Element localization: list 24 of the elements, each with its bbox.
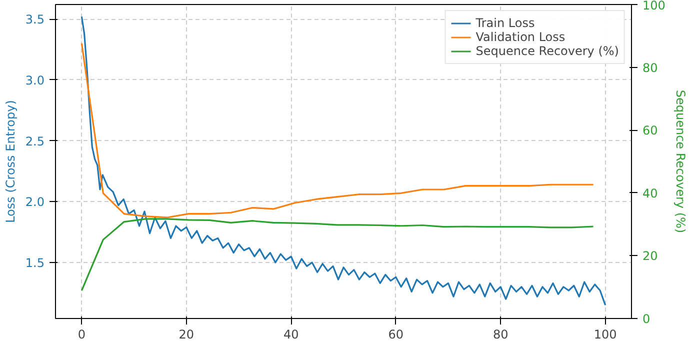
y2-axis-title: Sequence Recovery (%) (673, 90, 688, 234)
y-tick-label: 3.0 (25, 73, 45, 88)
x-tick-label: 40 (284, 328, 299, 341)
y2-tick-label: 20 (642, 249, 658, 264)
line-series (80, 42, 594, 218)
y2-tick-label: 40 (642, 186, 658, 200)
legend-label: Train Loss (476, 16, 535, 30)
x-tick-label: 80 (492, 328, 508, 341)
y-tick-label: 2.5 (25, 134, 45, 148)
y2-tick-label: 60 (642, 124, 658, 138)
x-tick-label: 20 (178, 328, 194, 341)
y-axis-title: Loss (Cross Entropy) (3, 100, 18, 223)
x-tick-label: 0 (78, 328, 86, 341)
y-tick-label: 3.5 (25, 12, 45, 27)
legend-label: Sequence Recovery (%) (476, 44, 619, 58)
line-series (80, 218, 594, 292)
y-tick-label: 1.5 (25, 256, 45, 270)
y2-tick-label: 100 (642, 0, 666, 12)
x-tick-label: 100 (594, 328, 617, 341)
y2-tick-label: 0 (642, 312, 650, 326)
y-tick-label: 2.0 (25, 195, 45, 210)
legend-label: Validation Loss (476, 30, 566, 44)
x-tick-label: 60 (388, 328, 404, 341)
y2-tick-label: 80 (642, 60, 658, 75)
